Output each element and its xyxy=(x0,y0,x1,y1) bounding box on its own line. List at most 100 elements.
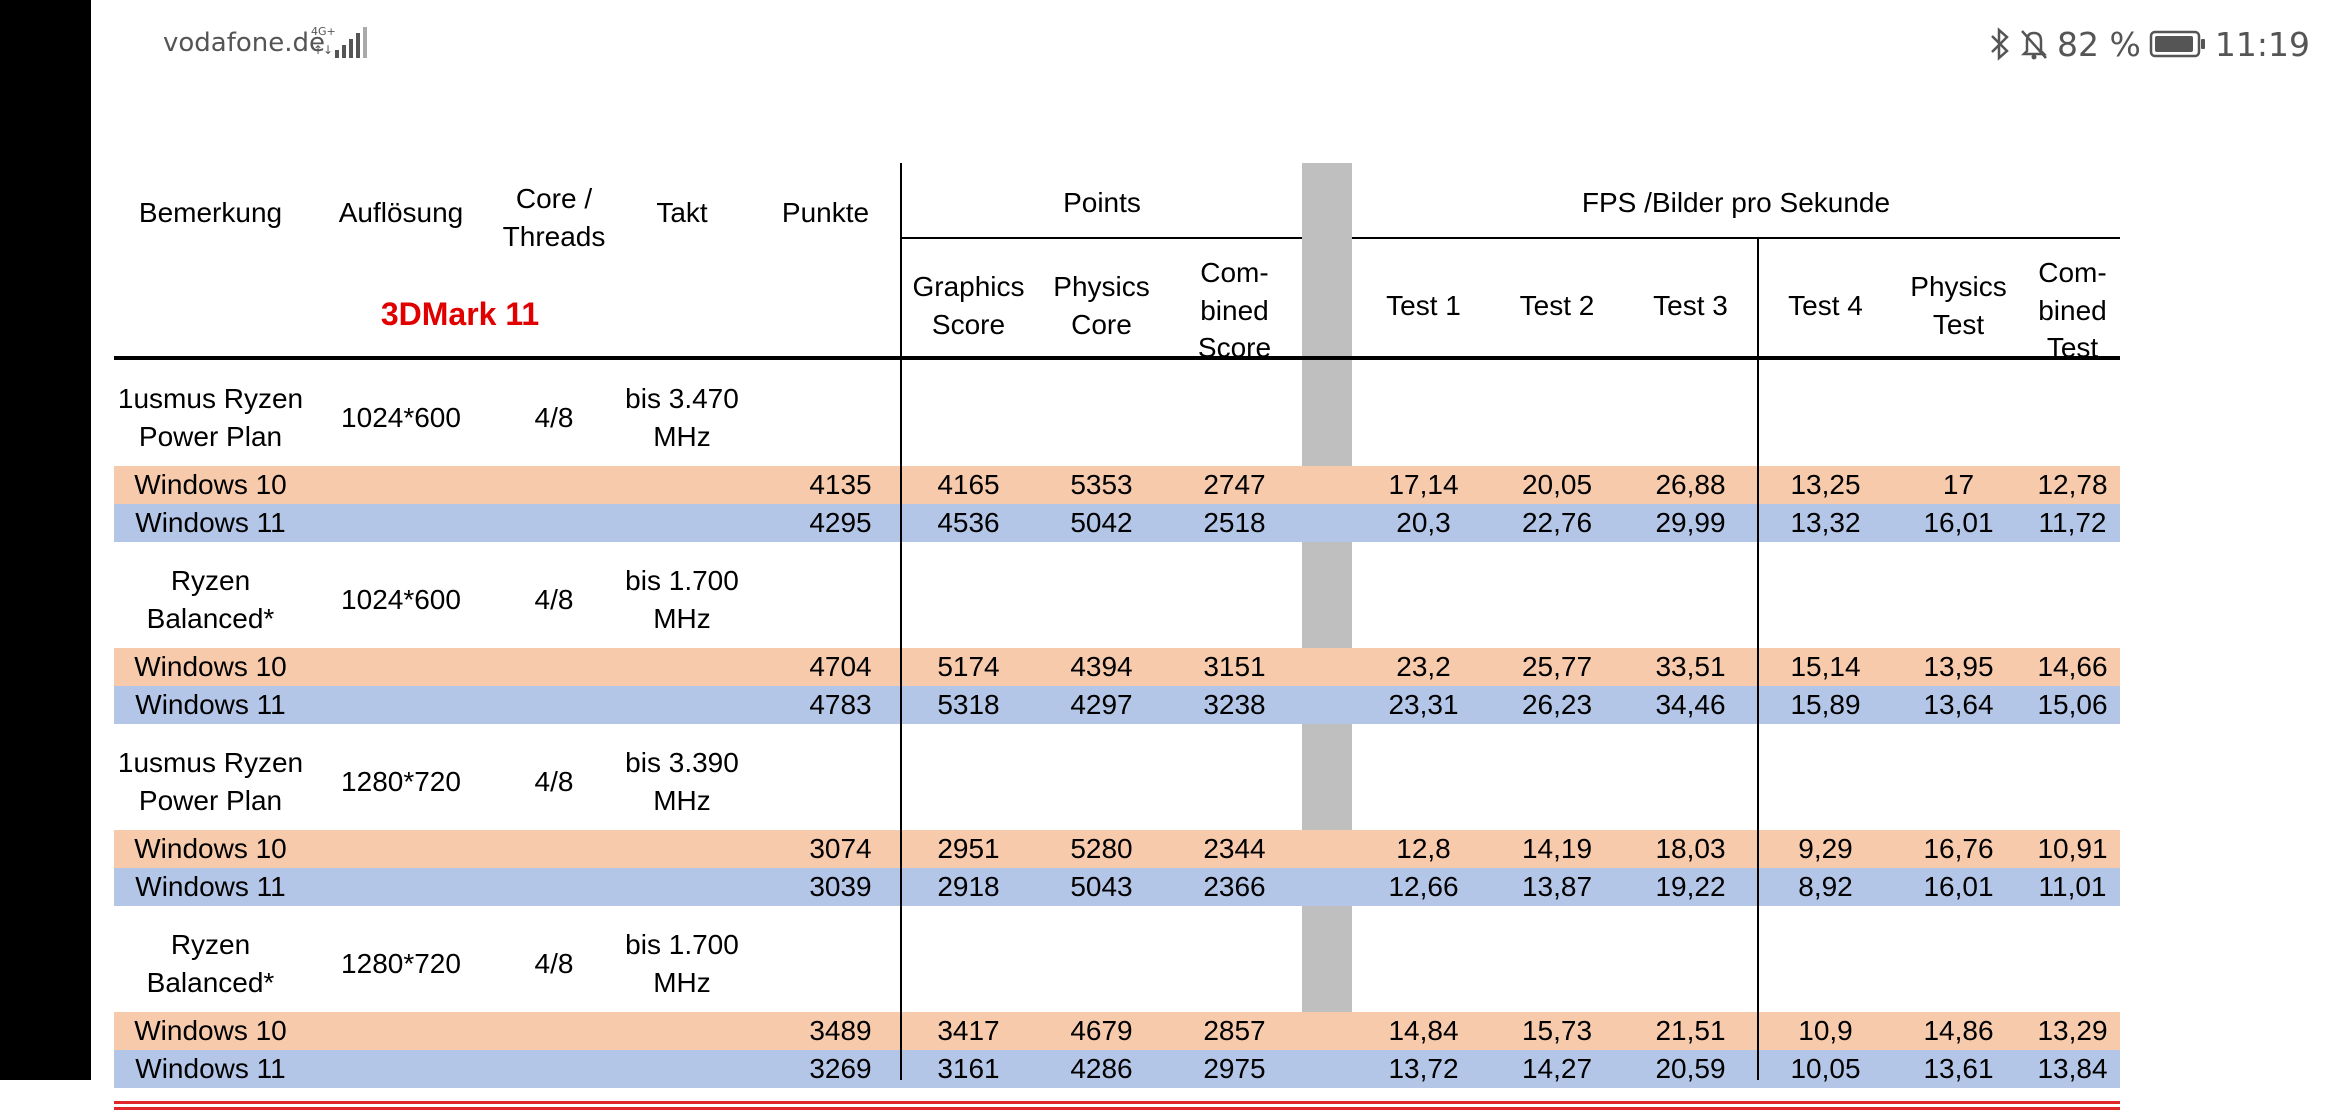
header-fps-group: FPS /Bilder pro Sekunde xyxy=(1581,187,1891,219)
group2-row0-test1: 12,8 xyxy=(1396,833,1451,865)
group2-row1-test3: 19,22 xyxy=(1655,871,1726,903)
header-bottom-border xyxy=(114,356,2120,360)
group-resolution-3: 1280*720 xyxy=(341,948,461,980)
header-physics-core: Physics Core xyxy=(1053,270,1150,340)
group-resolution-2: 1280*720 xyxy=(341,766,461,798)
bottom-red-line-1 xyxy=(114,1101,2120,1104)
group1-row0-test4: 15,14 xyxy=(1790,651,1861,683)
group3-row1-combined-test: 13,84 xyxy=(2037,1053,2108,1085)
group2-row0-test4: 9,29 xyxy=(1798,833,1853,865)
group3-row1-combined-score: 2975 xyxy=(1203,1053,1266,1085)
carrier-name: vodafone.de xyxy=(163,28,326,58)
header-subline-points xyxy=(900,237,1302,239)
header-points-group: Points xyxy=(1063,187,1141,219)
svg-text:↑↓: ↑↓ xyxy=(313,43,333,57)
group0-row1-combined-score: 2518 xyxy=(1203,507,1266,539)
group2-row0-physics-core: 5280 xyxy=(1070,833,1133,865)
header-aufloesung: Auflösung xyxy=(338,197,464,229)
group3-row1-punkte: 3269 xyxy=(809,1053,872,1085)
group0-row0-physics-core: 5353 xyxy=(1070,469,1133,501)
group0-row1-os: Windows 11 xyxy=(135,507,286,539)
group-cores-2: 4/8 xyxy=(534,766,574,798)
screen: vodafone.de 4G+ ↑↓ 82 % 11:19 Bemerkung A… xyxy=(91,0,2340,1110)
mute-icon xyxy=(2019,27,2049,61)
group1-row1-punkte: 4783 xyxy=(809,689,872,721)
group-takt-0: bis 3.470 MHz xyxy=(625,383,739,452)
group0-row0-test2: 20,05 xyxy=(1521,469,1593,501)
row-band-3-0 xyxy=(114,1012,2120,1050)
group0-row0-test1: 17,14 xyxy=(1388,469,1459,501)
group2-row0-combined-test: 10,91 xyxy=(2037,833,2108,865)
table-title: 3DMark 11 xyxy=(380,296,540,333)
group0-row0-physics-test: 17 xyxy=(1942,469,1975,501)
group3-row0-graphics-score: 3417 xyxy=(937,1015,1000,1047)
group-label-2: 1usmus Ryzen Power Plan xyxy=(117,747,304,816)
group2-row0-physics-test: 16,76 xyxy=(1923,833,1994,865)
group1-row0-punkte: 4704 xyxy=(809,651,872,683)
group1-row1-test2: 26,23 xyxy=(1521,689,1593,721)
group-cores-1: 4/8 xyxy=(534,584,574,616)
group1-row1-test3: 34,46 xyxy=(1655,689,1726,721)
group2-row1-punkte: 3039 xyxy=(809,871,872,903)
group2-row1-test1: 12,66 xyxy=(1388,871,1459,903)
group-label-1: Ryzen Balanced* xyxy=(146,565,275,634)
group3-row1-os: Windows 11 xyxy=(135,1053,286,1085)
vline-fps-mid xyxy=(1757,238,1759,1080)
group3-row0-test1: 14,84 xyxy=(1388,1015,1459,1047)
group3-row1-test3: 20,59 xyxy=(1655,1053,1726,1085)
signal-icon: 4G+ ↑↓ xyxy=(311,25,367,58)
group1-row0-combined-test: 14,66 xyxy=(2037,651,2108,683)
header-combined-score: Com- bined Score xyxy=(1197,256,1272,364)
group3-row0-physics-test: 14,86 xyxy=(1923,1015,1994,1047)
group0-row1-test3: 29,99 xyxy=(1655,507,1726,539)
group1-row0-combined-score: 3151 xyxy=(1203,651,1266,683)
group1-row1-physics-core: 4297 xyxy=(1070,689,1133,721)
header-core-threads: Core / Threads xyxy=(502,183,606,252)
group0-row1-test4: 13,32 xyxy=(1790,507,1861,539)
header-punkte: Punkte xyxy=(781,197,870,229)
row-band-0-0 xyxy=(114,466,2120,504)
group2-row1-physics-test: 16,01 xyxy=(1923,871,1994,903)
group1-row1-physics-test: 13,64 xyxy=(1923,689,1994,721)
header-test2: Test 2 xyxy=(1519,289,1595,321)
header-graphics-score: Graphics Score xyxy=(912,270,1025,340)
group2-row1-combined-test: 11,01 xyxy=(2038,871,2107,903)
group1-row0-test2: 25,77 xyxy=(1521,651,1593,683)
battery-icon xyxy=(2149,29,2207,59)
group2-row0-os: Windows 10 xyxy=(134,833,287,865)
bluetooth-icon xyxy=(1989,27,2011,61)
header-subline-fps xyxy=(1352,237,2120,239)
group0-row1-test2: 22,76 xyxy=(1521,507,1593,539)
group3-row0-test3: 21,51 xyxy=(1655,1015,1726,1047)
group0-row0-test4: 13,25 xyxy=(1790,469,1861,501)
row-band-1-0 xyxy=(114,648,2120,686)
group1-row0-physics-core: 4394 xyxy=(1070,651,1133,683)
group2-row0-punkte: 3074 xyxy=(809,833,872,865)
group0-row1-punkte: 4295 xyxy=(809,507,872,539)
group2-row1-graphics-score: 2918 xyxy=(937,871,1000,903)
group2-row0-combined-score: 2344 xyxy=(1203,833,1266,865)
group1-row0-graphics-score: 5174 xyxy=(937,651,1000,683)
group2-row1-os: Windows 11 xyxy=(135,871,286,903)
row-band-0-1 xyxy=(114,504,2120,542)
group-takt-3: bis 1.700 MHz xyxy=(625,929,739,998)
group3-row1-test2: 14,27 xyxy=(1521,1053,1593,1085)
group-resolution-1: 1024*600 xyxy=(341,584,461,616)
header-physics-test: Physics Test xyxy=(1910,270,2007,340)
group3-row1-test1: 13,72 xyxy=(1388,1053,1459,1085)
group3-row1-physics-core: 4286 xyxy=(1070,1053,1133,1085)
group-cores-3: 4/8 xyxy=(534,948,574,980)
status-icons: 82 % 11:19 xyxy=(1989,22,2310,66)
group0-row1-physics-core: 5042 xyxy=(1070,507,1133,539)
group-label-0: 1usmus Ryzen Power Plan xyxy=(117,383,304,452)
group-cores-0: 4/8 xyxy=(534,402,574,434)
group3-row0-punkte: 3489 xyxy=(809,1015,872,1047)
group3-row1-graphics-score: 3161 xyxy=(937,1053,1000,1085)
group1-row0-test3: 33,51 xyxy=(1655,651,1726,683)
group0-row0-combined-score: 2747 xyxy=(1203,469,1266,501)
group2-row1-combined-score: 2366 xyxy=(1203,871,1266,903)
header-takt: Takt xyxy=(656,197,708,229)
group-takt-1: bis 1.700 MHz xyxy=(625,565,739,634)
group2-row1-test4: 8,92 xyxy=(1798,871,1853,903)
group3-row1-test4: 10,05 xyxy=(1790,1053,1861,1085)
